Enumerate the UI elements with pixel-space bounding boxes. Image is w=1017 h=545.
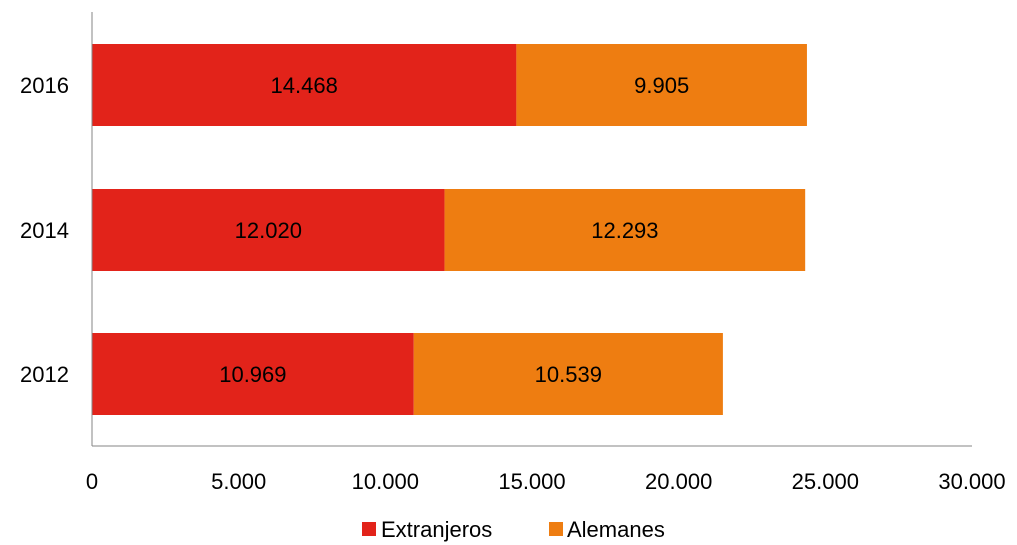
bar-alemanes-2014 [444,189,806,271]
bar-extranjeros-2012 [92,333,414,415]
y-tick-labels: 2016 2014 2012 [20,73,69,387]
bars-group [92,44,807,415]
x-tick-label: 0 [86,469,98,494]
y-tick-label-2012: 2012 [20,362,69,387]
x-tick-label: 5.000 [211,469,266,494]
x-tick-label: 15.000 [498,469,565,494]
bar-extranjeros-2014 [92,189,445,271]
legend-label-alemanes: Alemanes [567,517,665,542]
x-tick-label: 25.000 [792,469,859,494]
x-tick-labels: 0 5.000 10.000 15.000 20.000 25.000 30.000 [86,469,1006,494]
data-label-extranjeros-2012: 10.969 [219,362,286,387]
bar-extranjeros-2016 [92,44,517,126]
data-label-alemanes-2014: 12.293 [591,218,658,243]
x-tick-label: 20.000 [645,469,712,494]
bar-labels-group: 14.468 9.905 12.020 12.293 10.969 10.539 [219,73,689,387]
x-tick-label: 10.000 [352,469,419,494]
legend-swatch-alemanes [549,522,563,536]
bar-alemanes-2012 [413,333,723,415]
y-tick-label-2016: 2016 [20,73,69,98]
x-tick-label: 30.000 [938,469,1005,494]
data-label-alemanes-2016: 9.905 [634,73,689,98]
y-tick-label-2014: 2014 [20,218,69,243]
data-label-extranjeros-2014: 12.020 [235,218,302,243]
data-label-extranjeros-2016: 14.468 [271,73,338,98]
legend: Extranjeros Alemanes [362,517,665,542]
legend-label-extranjeros: Extranjeros [381,517,492,542]
data-label-alemanes-2012: 10.539 [535,362,602,387]
legend-swatch-extranjeros [362,522,376,536]
bar-alemanes-2016 [516,44,807,126]
